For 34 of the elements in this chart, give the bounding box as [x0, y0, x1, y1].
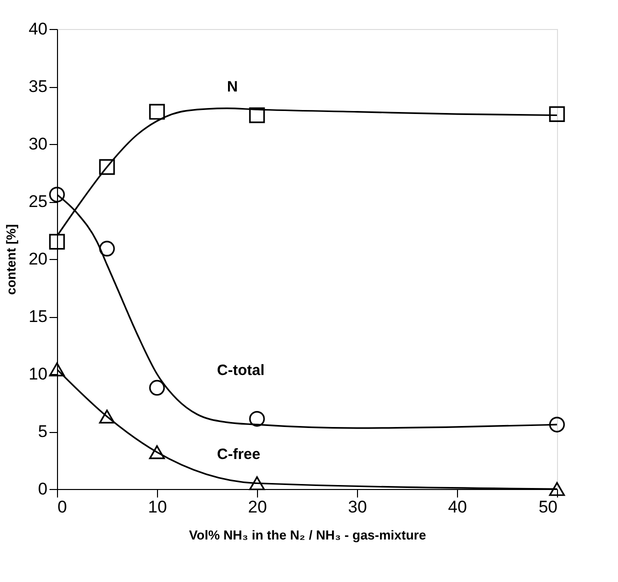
x-tick-label: 30: [348, 498, 367, 516]
point: [49, 186, 65, 202]
y-tick-label: 5: [38, 422, 48, 441]
point: [49, 362, 65, 376]
point: [249, 107, 265, 124]
y-tick-label: 25: [28, 192, 48, 211]
series-label: N: [227, 78, 238, 96]
point: [99, 410, 115, 424]
x-axis-title: Vol% NH₃ in the N₂ / NH₃ - gas-mixture: [188, 528, 426, 542]
y-tick-label: 30: [28, 134, 48, 154]
point: [49, 234, 65, 250]
point: [549, 416, 565, 432]
point: [249, 476, 265, 490]
point: [149, 380, 165, 396]
point: [99, 159, 115, 175]
point: [99, 240, 115, 257]
y-tick-label: 15: [28, 307, 48, 326]
x-tick-label: 0: [58, 498, 67, 516]
y-tick-label: 20: [28, 250, 48, 268]
x-tick-label: 20: [248, 498, 267, 516]
point: [149, 104, 165, 120]
y-tick-label: 10: [28, 364, 48, 384]
x-tick-label: 10: [148, 498, 167, 516]
text: C-total: [217, 362, 264, 379]
point: [549, 106, 565, 122]
series-label: C-free: [217, 446, 260, 464]
x-tick-label: 40: [448, 498, 467, 516]
y-tick-label: 40: [28, 20, 48, 38]
y-tick-label: 0: [38, 480, 48, 498]
point: [249, 410, 265, 427]
y-axis-title: content [%]: [4, 224, 19, 295]
x-tick-label: 50: [538, 498, 558, 516]
point: [149, 445, 165, 460]
y-tick-label: 35: [28, 77, 48, 96]
